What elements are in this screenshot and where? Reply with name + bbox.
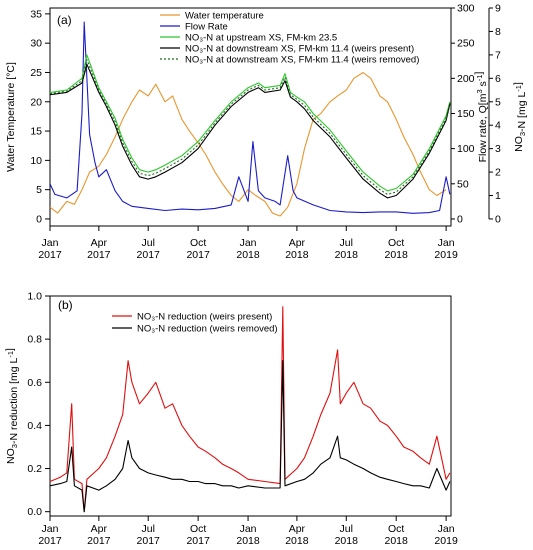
x-tick-label: Jul 2018 [335,523,359,547]
x-tick-label: Jan 2019 [434,237,458,261]
y-left-tick-label: 5 [36,184,42,196]
y-right2-tick-label: 2 [495,167,501,179]
y-right2-axis-label: NO3-N [mg L-1] [512,82,528,152]
legend-label: NO₃-N reduction (weirs present) [137,312,272,323]
y-left-tick-label: 1.0 [27,291,42,303]
series-group [50,306,451,513]
y-left-tick-label: 20 [30,96,42,108]
x-tick-label: Jul 2018 [335,237,359,261]
x-tick-label: Oct 2017 [186,523,210,547]
legend-label: NO₃-N at downstream XS, FM-km 11.4 (weir… [185,55,419,66]
panel-a: Jan 2017 Apr 2017 Jul 2017 Oct 2017 Jan 2018 Apr 20… [5,3,528,262]
x-tick-label: Apr 2017 [87,523,111,547]
legend-label: NO₃-N reduction (weirs removed) [137,324,278,335]
x-tick-label: Jan 2017 [38,237,62,261]
y-right1-tick-label: 300 [457,3,475,15]
y-right2-tick-label: 9 [495,3,501,15]
x-tick-label: Apr 2017 [87,237,111,261]
y-right1-tick-label: 250 [457,38,475,50]
panel-b: Jan 2017 Apr 2017 Jul 2017 Oct 2017 Jan 2018 Apr 20… [4,291,458,548]
y-left-tick-label: 0.6 [27,377,42,389]
x-tick-label: Oct 2018 [385,523,409,547]
x-tick-label: Jan 2019 [434,523,458,547]
y-right1-tick-label: 200 [457,73,475,85]
y-right2-tick-label: 0 [495,213,501,225]
y-left-tick-label: 10 [30,155,42,167]
series-group [50,21,451,217]
panel-label: (a) [57,13,72,27]
y-right1-tick-label: 150 [457,108,475,120]
y-left-tick-label: 25 [30,67,42,79]
y-right2-tick-label: 7 [495,49,501,61]
y-right2-tick-label: 5 [495,96,501,108]
series-line-4 [50,63,451,199]
y-left-tick-label: 15 [30,126,42,138]
y-left-tick-label: 30 [30,38,42,50]
legend-label: Flow Rate [185,22,228,33]
y-right1-axis-label: Flow rate, Q[m3 s-1] [473,72,489,163]
y-left-axis-label: Water Temperature [°C] [5,62,17,172]
x-tick-label: Apr 2018 [285,237,309,261]
y-right2-tick-label: 6 [495,73,501,85]
y-right1-tick-label: 100 [457,143,475,155]
x-tick-label: Jan 2017 [38,523,62,547]
y-left-tick-label: 0.8 [27,334,42,346]
y-left-tick-label: 0.0 [27,506,42,518]
x-tick-label: Apr 2018 [285,523,309,547]
x-tick-label: Jan 2018 [236,237,260,261]
x-tick-label: Jul 2017 [137,237,161,261]
legend-label: NO₃-N at upstream XS, FM-km 23.5 [185,33,337,44]
series-line-1 [50,306,451,513]
panel-label: (b) [58,298,73,312]
x-tick-label: Oct 2018 [385,237,409,261]
y-right2-tick-label: 8 [495,26,501,38]
y-right1-tick-label: 0 [457,213,463,225]
y-right2-tick-label: 4 [495,120,501,132]
series-line-1 [50,71,447,217]
y-right2-tick-label: 3 [495,143,501,155]
series-line-3 [50,54,451,192]
x-tick-label: Jul 2017 [137,523,161,547]
y-left-tick-label: 35 [30,8,42,20]
y-right2-tick-label: 1 [495,190,501,202]
y-left-tick-label: 0.4 [27,420,42,432]
legend-label: Water temperature [185,11,264,22]
legend-label: NO₃-N at downstream XS, FM-km 11.4 (weir… [185,44,414,55]
legend: NO₃-N reduction (weirs present)NO₃-N red… [112,312,278,335]
y-left-axis-label: NO3-N reduction [mg L-1] [4,348,20,464]
y-left-tick-label: 0.2 [27,463,42,475]
x-tick-label: Oct 2017 [186,237,210,261]
plot-frame [49,295,452,517]
x-tick-label: Jan 2018 [236,523,260,547]
series-line-2 [50,21,451,214]
series-line-2 [50,360,451,513]
y-right1-tick-label: 50 [457,178,469,190]
y-left-tick-label: 0 [36,213,42,225]
